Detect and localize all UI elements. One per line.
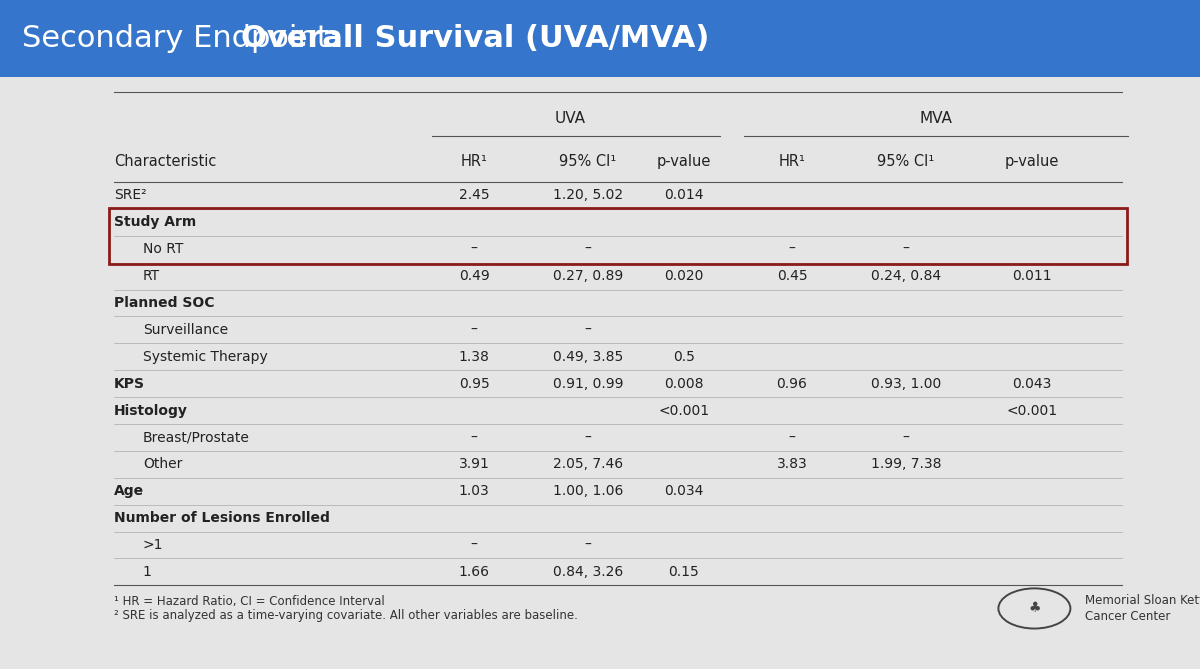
Text: <0.001: <0.001 [1007, 403, 1057, 417]
Text: 0.84, 3.26: 0.84, 3.26 [553, 565, 623, 579]
Text: 0.45: 0.45 [776, 269, 808, 283]
Text: >1: >1 [143, 538, 163, 552]
Text: –: – [584, 538, 592, 552]
Text: Other: Other [143, 458, 182, 472]
Text: 1.20, 5.02: 1.20, 5.02 [553, 189, 623, 203]
Text: Number of Lesions Enrolled: Number of Lesions Enrolled [114, 511, 330, 525]
Text: <0.001: <0.001 [659, 403, 709, 417]
Text: –: – [788, 242, 796, 256]
Text: 0.93, 1.00: 0.93, 1.00 [871, 377, 941, 391]
Text: 0.91, 0.99: 0.91, 0.99 [553, 377, 623, 391]
Text: Surveillance: Surveillance [143, 323, 228, 337]
Text: No RT: No RT [143, 242, 184, 256]
Text: p-value: p-value [656, 155, 712, 169]
Text: ♣: ♣ [1028, 601, 1040, 615]
Text: Secondary Endpoint:: Secondary Endpoint: [22, 24, 348, 53]
Text: –: – [902, 430, 910, 444]
Text: Systemic Therapy: Systemic Therapy [143, 350, 268, 364]
Text: 0.95: 0.95 [458, 377, 490, 391]
Text: Breast/Prostate: Breast/Prostate [143, 430, 250, 444]
Text: –: – [470, 242, 478, 256]
Text: 1: 1 [143, 565, 151, 579]
Text: 1.66: 1.66 [458, 565, 490, 579]
Text: 0.014: 0.014 [665, 189, 703, 203]
Text: –: – [470, 430, 478, 444]
Text: Planned SOC: Planned SOC [114, 296, 215, 310]
Text: Memorial Sloan Kettering: Memorial Sloan Kettering [1085, 593, 1200, 607]
Text: 0.5: 0.5 [673, 350, 695, 364]
Text: 0.15: 0.15 [668, 565, 700, 579]
Text: 1.99, 7.38: 1.99, 7.38 [871, 458, 941, 472]
Text: 2.05, 7.46: 2.05, 7.46 [553, 458, 623, 472]
Text: 95% CI¹: 95% CI¹ [877, 155, 935, 169]
Text: –: – [470, 538, 478, 552]
Text: Study Arm: Study Arm [114, 215, 197, 229]
Text: 0.011: 0.011 [1012, 269, 1052, 283]
Text: Cancer Center: Cancer Center [1085, 610, 1170, 624]
Text: 0.034: 0.034 [665, 484, 703, 498]
Text: 3.83: 3.83 [776, 458, 808, 472]
Text: 1.00, 1.06: 1.00, 1.06 [553, 484, 623, 498]
Text: MVA: MVA [919, 111, 953, 126]
Text: Histology: Histology [114, 403, 188, 417]
Text: 0.96: 0.96 [776, 377, 808, 391]
Text: HR¹: HR¹ [461, 155, 487, 169]
Text: 0.020: 0.020 [665, 269, 703, 283]
Text: Age: Age [114, 484, 144, 498]
Text: KPS: KPS [114, 377, 145, 391]
Text: 2.45: 2.45 [458, 189, 490, 203]
Text: SRE²: SRE² [114, 189, 146, 203]
Text: UVA: UVA [554, 111, 586, 126]
Text: –: – [584, 430, 592, 444]
FancyBboxPatch shape [0, 0, 1200, 77]
Text: –: – [584, 242, 592, 256]
Text: 0.27, 0.89: 0.27, 0.89 [553, 269, 623, 283]
Text: 3.91: 3.91 [458, 458, 490, 472]
Text: 1.38: 1.38 [458, 350, 490, 364]
Text: –: – [788, 430, 796, 444]
Text: 0.49: 0.49 [458, 269, 490, 283]
Text: –: – [584, 323, 592, 337]
Text: Overall Survival (UVA/MVA): Overall Survival (UVA/MVA) [241, 24, 709, 53]
Text: Characteristic: Characteristic [114, 155, 216, 169]
Text: ² SRE is analyzed as a time-varying covariate. All other variables are baseline.: ² SRE is analyzed as a time-varying cova… [114, 609, 578, 622]
Text: 0.008: 0.008 [665, 377, 703, 391]
Text: ¹ HR = Hazard Ratio, CI = Confidence Interval: ¹ HR = Hazard Ratio, CI = Confidence Int… [114, 595, 385, 608]
Text: p-value: p-value [1004, 155, 1060, 169]
Text: HR¹: HR¹ [779, 155, 805, 169]
Text: –: – [902, 242, 910, 256]
Text: 0.24, 0.84: 0.24, 0.84 [871, 269, 941, 283]
Text: 0.49, 3.85: 0.49, 3.85 [553, 350, 623, 364]
Text: –: – [470, 323, 478, 337]
Text: 0.043: 0.043 [1013, 377, 1051, 391]
Text: 95% CI¹: 95% CI¹ [559, 155, 617, 169]
Text: RT: RT [143, 269, 160, 283]
Text: 1.03: 1.03 [458, 484, 490, 498]
